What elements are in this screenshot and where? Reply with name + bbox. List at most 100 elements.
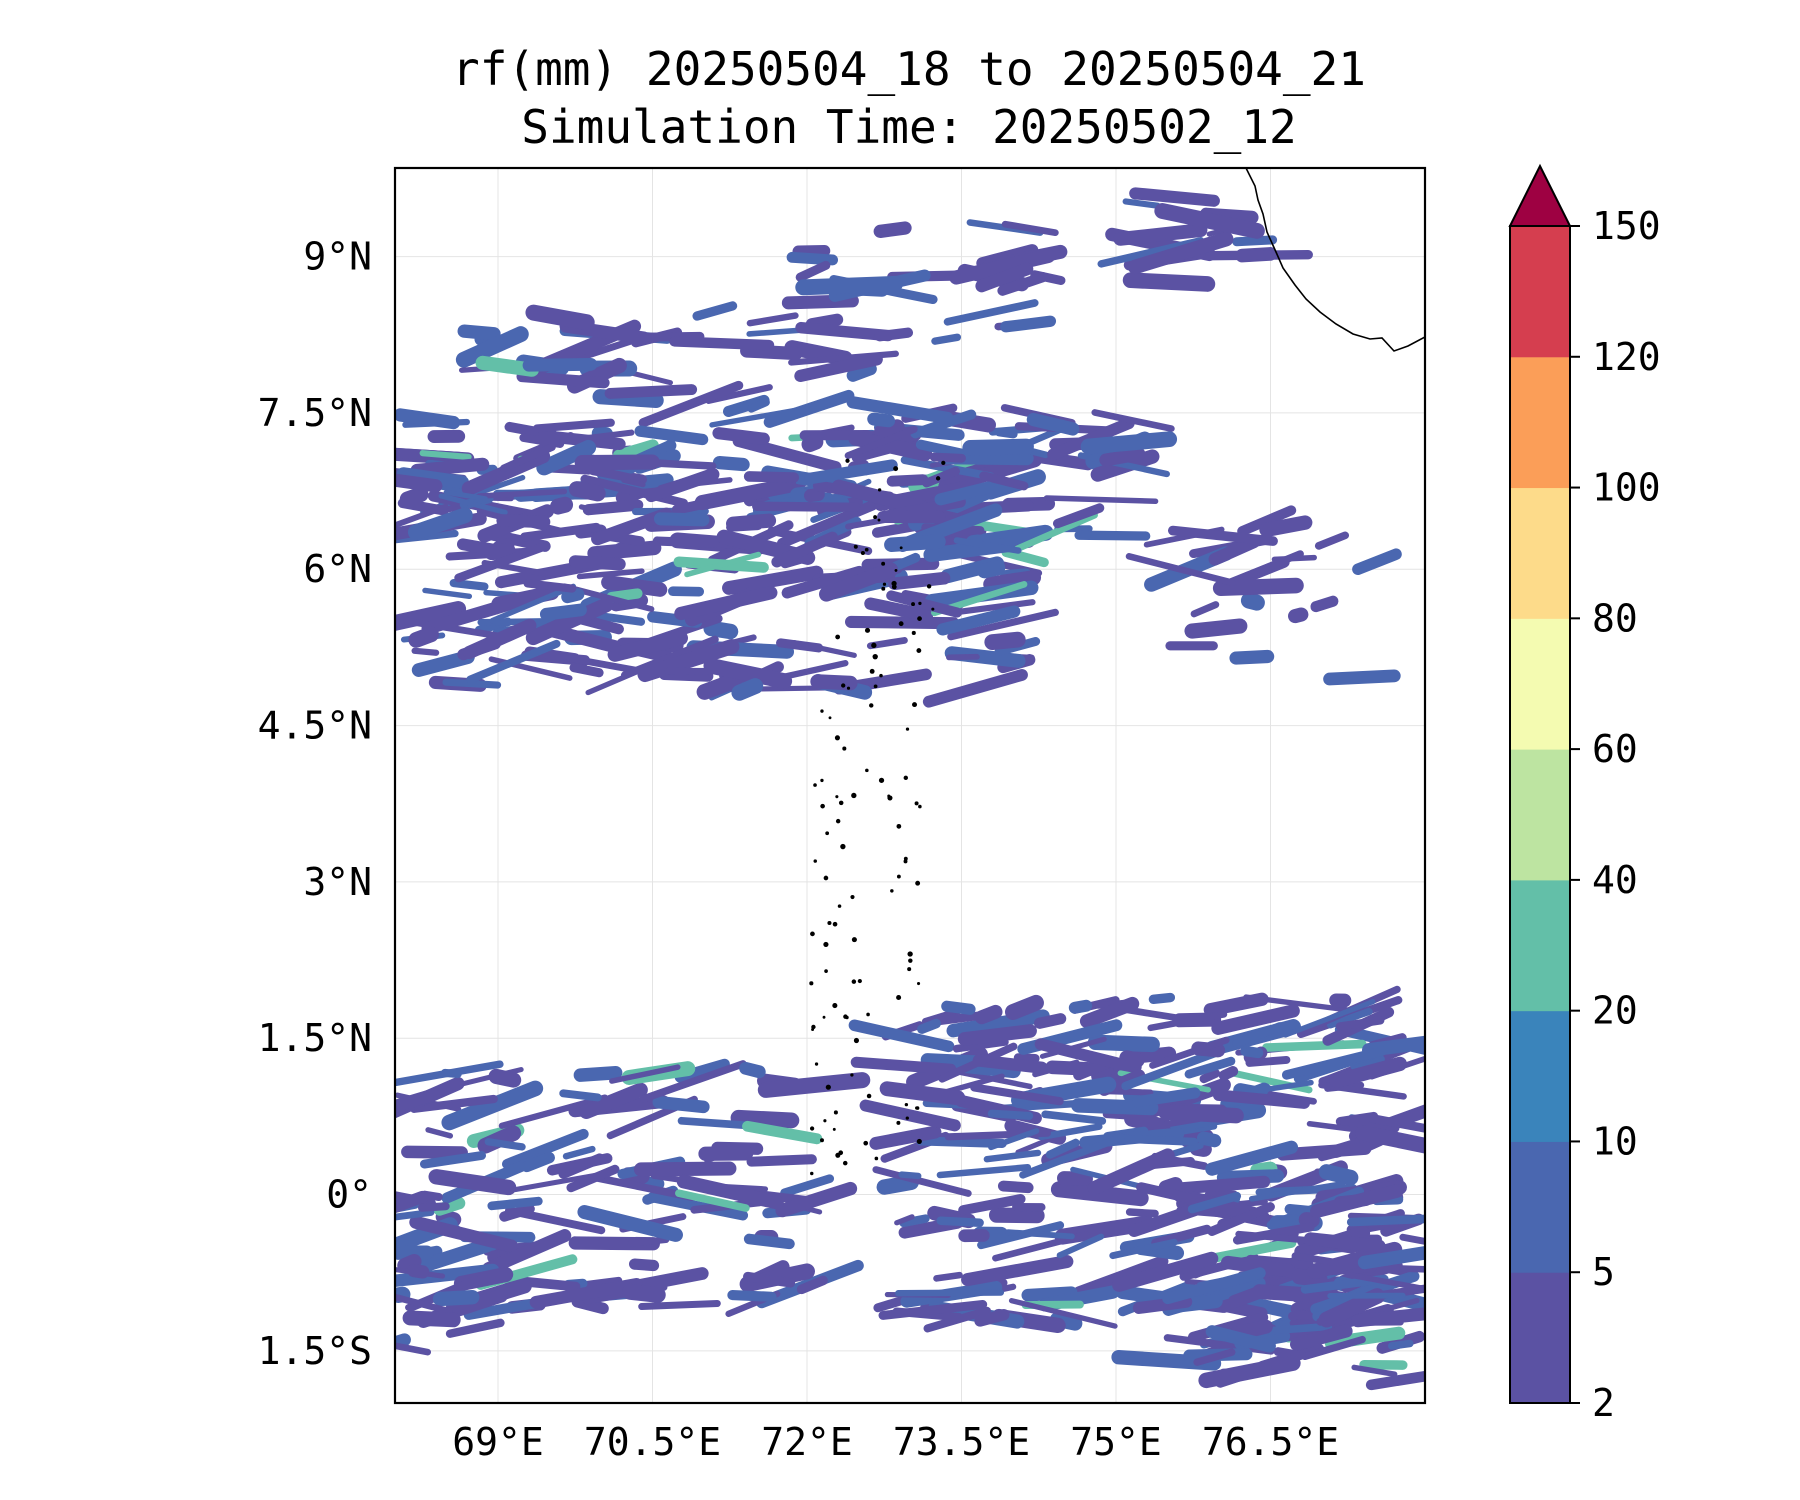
rain-cell [1323,669,1401,686]
rain-cell [571,1296,609,1315]
rain-cell [578,504,604,515]
rain-cell [455,326,529,368]
rain-cell [884,534,946,552]
rain-cell [579,1082,648,1119]
rain-cell [1301,1335,1366,1361]
island-dot [840,843,846,850]
island-dot [863,1140,869,1146]
rain-cell [961,1254,1074,1287]
rain-cell [1019,1133,1126,1179]
rain-cell [1103,1134,1199,1146]
lon-tick-label: 72°E [761,1420,853,1464]
rain-cell [1351,1364,1398,1378]
rain-cell [844,425,918,459]
island-dot [931,607,935,611]
rain-cell [1243,994,1350,1013]
rain-cell [846,396,954,425]
rain-cell [1335,1016,1385,1031]
rain-cell [609,1064,681,1084]
rain-cell [1001,220,1059,237]
island-dot [833,1110,838,1115]
island-dot [912,702,918,708]
rain-cell [546,624,627,655]
rain-cell [432,1290,480,1307]
rain-cell [1327,1292,1406,1299]
island-dot [813,783,817,787]
rain-cell [484,1138,526,1151]
rain-cell [795,321,894,342]
rain-cell [395,1060,504,1087]
rain-cell [953,537,1022,554]
rain-cell [516,370,610,389]
rain-cell [864,597,934,622]
rain-cell [898,1171,922,1180]
rain-cell [419,1151,487,1169]
rain-cell [634,425,709,446]
rain-cell [1232,235,1278,247]
rain-cell [525,597,614,646]
rain-cell [655,459,717,470]
island-dot [916,1138,922,1144]
lat-tick-label: 6°N [303,547,372,591]
rain-cell [997,1180,1034,1194]
island-dot [871,642,877,649]
rain-cell [1259,515,1313,538]
rain-cell [1207,1202,1275,1236]
rain-cell [1038,1123,1103,1141]
colorbar-segment [1510,1010,1570,1142]
lat-tick-label: 7.5°N [258,391,372,435]
rain-cell [1068,999,1093,1014]
rain-cell [487,1196,543,1211]
island-dot [837,904,842,908]
rain-cell [975,262,1034,293]
rain-cell [1147,1011,1228,1032]
rain-cell [395,1245,434,1260]
rain-cell [915,439,987,463]
rain-cell [1099,447,1146,467]
rain-cell [922,466,960,488]
rain-cell [846,362,877,382]
rain-cell [522,357,598,372]
rain-cell [874,327,914,342]
rain-cell [1314,531,1350,550]
island-dot [898,621,904,627]
rain-cell [664,667,716,675]
rain-cell [529,1277,643,1309]
colorbar-extend-arrow [1508,163,1572,227]
rain-cell [628,1258,660,1272]
colorbar-label: 100 [1592,466,1661,510]
rain-cell [1026,412,1080,436]
rain-cell [443,489,488,502]
colorbar-frame [1509,225,1571,1404]
rain-cell [801,434,824,453]
rain-cell [1271,554,1317,563]
rain-cell [752,501,861,513]
rain-cell [1232,1222,1315,1245]
rain-cell [703,658,793,689]
colorbar-segment [1510,879,1570,1012]
title-line-1: rf(mm) 20250504_18 to 20250504_21 [452,42,1366,96]
rain-cell [653,512,710,527]
rain-cell [496,514,551,529]
rain-cell [988,1128,1040,1151]
rain-cell [561,583,655,613]
rain-cell [974,1309,1010,1327]
rain-cell [1264,1079,1314,1093]
rain-cell [696,672,743,700]
colorbar: 2 5 10 20 40 60 80 100 120 150 [1508,163,1661,1425]
island-dot [828,716,832,720]
island-dot [820,709,824,713]
island-dot [869,703,874,708]
rain-cell [1005,994,1044,1020]
rain-cell [1165,641,1218,651]
rain-cell [621,477,646,488]
colorbar-segment [1510,1141,1570,1273]
island-dot [916,648,922,653]
rain-cell [1122,272,1216,292]
island-dot [926,584,932,589]
rain-cell [1232,1022,1285,1048]
island-dot [881,561,886,566]
rain-cell [931,333,962,345]
rain-cell [743,1271,796,1288]
rain-cell [712,427,770,445]
